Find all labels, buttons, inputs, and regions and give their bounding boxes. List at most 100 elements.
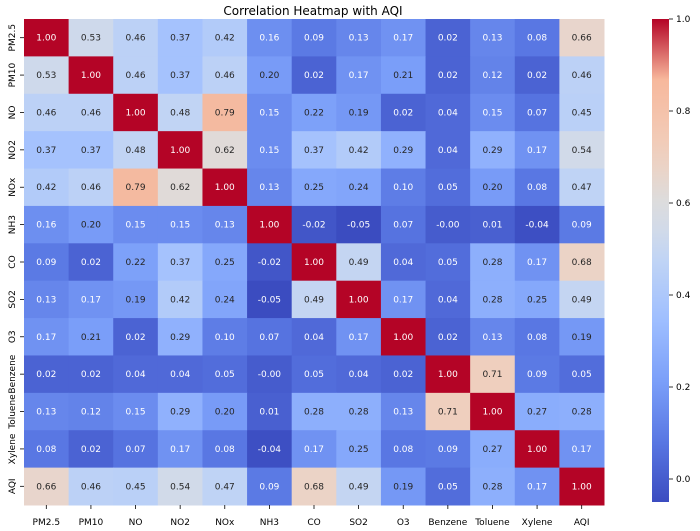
cell-value-3-12: 0.54 <box>572 146 592 156</box>
heatmap-cell-3-8 <box>380 131 427 170</box>
cell-value-6-9: 0.05 <box>438 258 458 268</box>
heatmap-cell-9-10 <box>470 355 516 394</box>
cell-value-1-1: 1.00 <box>81 71 101 81</box>
cell-value-3-6: 0.37 <box>304 146 324 156</box>
heatmap-cell-3-0 <box>24 131 70 170</box>
heatmap-cell-11-7 <box>336 430 382 469</box>
cell-value-11-4: 0.08 <box>215 445 235 455</box>
cell-value-7-6: 0.49 <box>304 295 324 305</box>
cell-value-2-5: 0.15 <box>259 108 279 118</box>
y-tick-label-7: SO2 <box>8 290 18 309</box>
cell-value-1-12: 0.46 <box>572 71 592 81</box>
cell-value-4-3: 0.62 <box>170 183 190 193</box>
cell-value-5-8: 0.07 <box>393 221 413 231</box>
cell-value-11-11: 1.00 <box>527 445 547 455</box>
heatmap-cell-5-12 <box>559 205 605 244</box>
heatmap-cell-6-12 <box>559 243 605 282</box>
heatmap-cell-4-3 <box>157 168 203 207</box>
heatmap-cell-9-5 <box>247 355 293 394</box>
cell-value-7-5: -0.05 <box>258 295 281 305</box>
heatmap-cell-10-6 <box>291 392 337 431</box>
heatmap-cell-6-3 <box>157 243 203 282</box>
heatmap-cell-10-11 <box>514 392 560 431</box>
cell-value-2-8: 0.02 <box>393 108 413 118</box>
y-tick-label-12: AQI <box>8 478 18 494</box>
heatmap-cell-11-5 <box>247 430 293 469</box>
heatmap-cell-0-1 <box>68 19 114 57</box>
cell-value-1-5: 0.20 <box>259 71 279 81</box>
cell-value-5-9: -0.00 <box>436 221 460 231</box>
cell-value-6-0: 0.09 <box>36 258 56 268</box>
heatmap-cell-1-1 <box>68 56 114 95</box>
heatmap-cell-9-9 <box>425 355 471 394</box>
cell-value-12-8: 0.19 <box>393 482 413 492</box>
heatmap-cell-4-11 <box>514 168 560 207</box>
heatmap-cell-3-7 <box>336 131 382 170</box>
heatmap-cell-8-6 <box>291 318 337 356</box>
cell-value-5-1: 0.20 <box>81 221 101 231</box>
heatmap-cell-3-6 <box>291 131 337 170</box>
heatmap-cell-12-12 <box>559 467 605 506</box>
cell-value-1-8: 0.21 <box>393 71 413 81</box>
cell-value-4-12: 0.47 <box>572 183 592 193</box>
cell-value-7-9: 0.04 <box>438 295 458 305</box>
cell-value-7-7: 1.00 <box>349 295 369 305</box>
cell-value-11-0: 0.08 <box>36 445 56 455</box>
heatmap-cell-7-12 <box>559 280 605 319</box>
heatmap-cell-1-5 <box>247 56 293 95</box>
cell-value-0-10: 0.13 <box>482 34 502 44</box>
cell-value-6-5: -0.02 <box>258 258 281 268</box>
cell-value-8-10: 0.13 <box>482 333 502 343</box>
heatmap-cell-7-8 <box>380 280 427 319</box>
y-tick-label-5: NH3 <box>8 215 18 234</box>
cell-value-5-5: 1.00 <box>259 221 279 231</box>
heatmap-cell-2-2 <box>113 93 159 132</box>
cell-value-1-10: 0.12 <box>482 71 502 81</box>
cell-value-12-12: 1.00 <box>572 482 592 492</box>
heatmap-cell-1-4 <box>202 56 248 95</box>
heatmap-cell-10-3 <box>157 392 203 431</box>
heatmap-cell-7-3 <box>157 280 203 319</box>
y-tick-label-11: Xylene <box>8 433 18 464</box>
cell-value-6-12: 0.68 <box>572 258 592 268</box>
cell-value-10-10: 1.00 <box>482 408 502 418</box>
heatmap-cell-12-9 <box>425 467 471 506</box>
cell-value-10-4: 0.20 <box>215 408 235 418</box>
cell-value-0-5: 0.16 <box>259 34 279 44</box>
heatmap-cell-7-0 <box>24 280 70 319</box>
cell-value-7-8: 0.17 <box>393 295 413 305</box>
cell-value-12-7: 0.49 <box>349 482 369 492</box>
heatmap-cell-2-12 <box>559 93 605 132</box>
heatmap-cell-2-1 <box>68 93 114 132</box>
y-tick-label-10: Toluene <box>8 394 18 430</box>
heatmap-cell-3-12 <box>559 131 605 170</box>
heatmap-cell-10-0 <box>24 392 70 431</box>
heatmap-cell-11-3 <box>157 430 203 469</box>
cell-value-0-11: 0.08 <box>527 34 547 44</box>
heatmap-cell-11-1 <box>68 430 114 469</box>
heatmap-cell-6-6 <box>291 243 337 282</box>
cell-value-11-3: 0.17 <box>170 445 190 455</box>
heatmap-cell-6-11 <box>514 243 560 282</box>
cell-value-2-4: 0.79 <box>215 108 235 118</box>
cell-value-11-7: 0.25 <box>349 445 369 455</box>
heatmap-cell-1-7 <box>336 56 382 95</box>
cell-value-0-4: 0.42 <box>215 34 235 44</box>
heatmap-cell-11-11 <box>514 430 560 469</box>
heatmap-cell-9-11 <box>514 355 560 394</box>
cell-value-10-2: 0.15 <box>126 408 146 418</box>
x-tick-label-5: NH3 <box>260 518 279 528</box>
x-tick-label-1: PM10 <box>79 518 104 528</box>
heatmap-cell-7-11 <box>514 280 560 319</box>
heatmap-cell-5-11 <box>514 205 560 244</box>
cell-value-5-4: 0.13 <box>215 221 235 231</box>
heatmap-cell-11-10 <box>470 430 516 469</box>
heatmap-cell-12-7 <box>336 467 382 506</box>
heatmap-cell-0-9 <box>425 19 471 57</box>
cell-value-8-8: 1.00 <box>393 333 413 343</box>
cell-value-11-2: 0.07 <box>126 445 146 455</box>
heatmap-cell-4-1 <box>68 168 114 207</box>
heatmap-cell-7-4 <box>202 280 248 319</box>
heatmap-cell-2-4 <box>202 93 248 132</box>
y-tick-label-9: Benzene <box>8 354 18 393</box>
